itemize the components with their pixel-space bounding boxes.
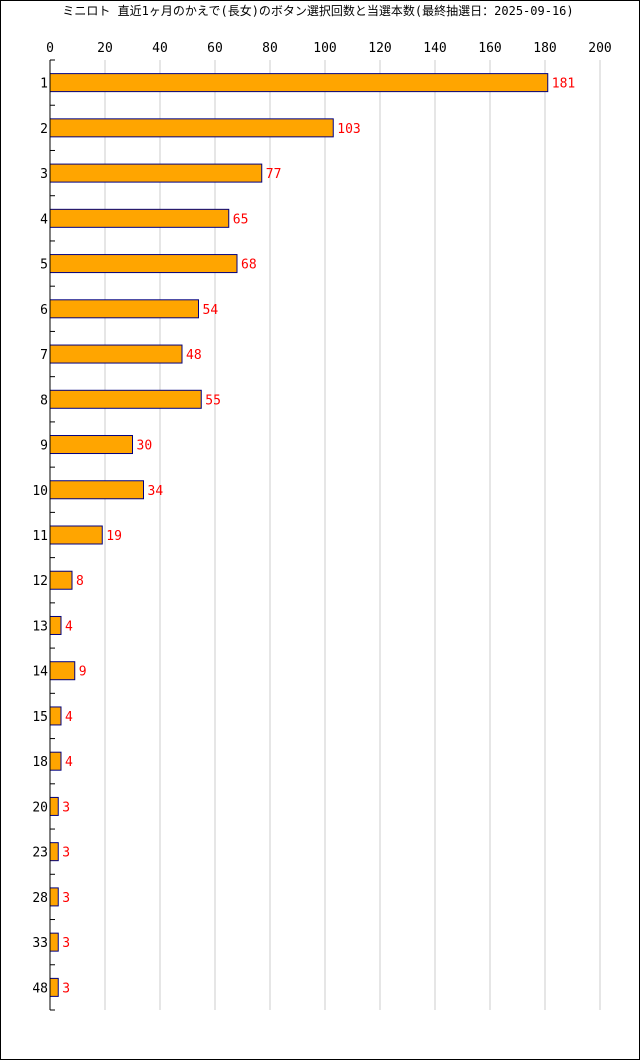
category-label: 18: [32, 755, 48, 770]
x-tick-label: 40: [152, 41, 168, 56]
x-tick-label: 0: [46, 41, 54, 56]
x-tick-label: 200: [588, 41, 611, 56]
value-label: 48: [186, 348, 202, 363]
category-label: 9: [40, 439, 48, 454]
category-label: 3: [40, 167, 48, 182]
category-label: 14: [32, 665, 48, 680]
value-label: 65: [233, 212, 249, 227]
value-label: 9: [79, 665, 87, 680]
category-label: 12: [32, 574, 48, 589]
value-labels: 181 103 77 65 68 54 48 55 30 34 19 8 4 9 4 4 3 3 3 3 3: [62, 77, 575, 997]
value-label: 8: [76, 574, 84, 589]
x-tick-label: 80: [262, 41, 278, 56]
category-label: 10: [32, 484, 48, 499]
x-tick-label: 140: [423, 41, 446, 56]
value-label: 68: [241, 258, 257, 273]
value-label: 77: [266, 167, 282, 182]
category-label: 11: [32, 529, 48, 544]
x-tick-label: 120: [368, 41, 391, 56]
x-tick-label: 60: [207, 41, 223, 56]
bar: [49, 73, 549, 93]
category-label: 4: [40, 212, 48, 227]
value-label: 103: [337, 122, 360, 137]
x-tick-labels: 0 20 40 60 80 100 120 140 160 180 200: [46, 41, 612, 56]
category-label: 6: [40, 303, 48, 318]
category-label: 5: [40, 258, 48, 273]
bar: [49, 480, 144, 500]
bars: [49, 73, 549, 997]
bar: [49, 977, 59, 997]
value-label: 181: [552, 77, 575, 92]
value-label: 3: [62, 846, 70, 861]
value-label: 55: [205, 393, 221, 408]
value-label: 34: [148, 484, 164, 499]
bar: [49, 118, 334, 138]
category-label: 15: [32, 710, 48, 725]
x-tick-label: 180: [533, 41, 556, 56]
value-label: 3: [62, 936, 70, 951]
bar: [49, 751, 62, 771]
category-label: 28: [32, 891, 48, 906]
value-label: 3: [62, 800, 70, 815]
value-label: 30: [137, 439, 153, 454]
category-label: 33: [32, 936, 48, 951]
bar: [49, 435, 133, 455]
value-label: 54: [203, 303, 219, 318]
category-label: 2: [40, 122, 48, 137]
x-tick-label: 20: [97, 41, 113, 56]
category-label: 20: [32, 800, 48, 815]
category-label: 48: [32, 981, 48, 996]
value-label: 3: [62, 981, 70, 996]
bar: [49, 706, 62, 726]
bar: [49, 661, 76, 681]
bar: [49, 254, 238, 274]
x-tick-label: 160: [478, 41, 501, 56]
value-label: 4: [65, 755, 73, 770]
value-label: 4: [65, 710, 73, 725]
bar: [49, 344, 183, 364]
bar: [49, 163, 263, 183]
category-label: 8: [40, 393, 48, 408]
x-tick-label: 100: [313, 41, 336, 56]
bar: [49, 525, 103, 545]
category-label: 7: [40, 348, 48, 363]
bar: [49, 208, 230, 228]
axis-layer: [49, 59, 55, 1011]
category-label: 23: [32, 846, 48, 861]
category-label: 1: [40, 77, 48, 92]
value-label: 3: [62, 891, 70, 906]
bar: [49, 570, 73, 590]
chart-title: ミニロト 直近1ヶ月のかえで(長女)のボタン選択回数と当選本数(最終抽選日：20…: [62, 3, 573, 18]
value-label: 4: [65, 619, 73, 634]
bar: [49, 932, 59, 952]
bar: [49, 299, 199, 319]
bar: [49, 796, 59, 816]
bar: [49, 887, 59, 907]
bar: [49, 842, 59, 862]
bar: [49, 615, 62, 635]
category-label: 13: [32, 619, 48, 634]
grid-layer: [49, 60, 601, 1010]
value-label: 19: [106, 529, 122, 544]
bar: [49, 389, 202, 409]
